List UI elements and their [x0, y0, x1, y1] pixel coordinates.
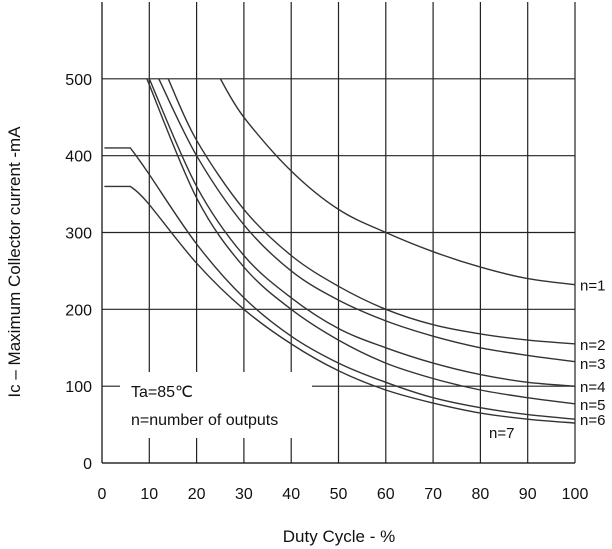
x-tick-label: 20: [188, 486, 206, 503]
x-tick-label: 0: [98, 486, 107, 503]
grid: [101, 2, 576, 464]
series-line-6: [104, 147, 576, 420]
series-label: n=6: [580, 412, 605, 429]
y-tick-label: 500: [65, 72, 92, 89]
y-tick-label: 0: [83, 456, 92, 473]
annotation-temperature: Ta=85℃: [131, 384, 193, 401]
x-tick-label: 60: [377, 486, 395, 503]
series-label: n=2: [580, 337, 605, 354]
x-tick-label: 80: [472, 486, 490, 503]
x-tick-label: 100: [562, 486, 589, 503]
series-line-4: [148, 78, 576, 387]
x-tick-label: 50: [330, 486, 348, 503]
annotation-box: [120, 372, 312, 438]
series-label: n=3: [580, 356, 605, 373]
y-axis-label: Ic – Maximum Collector current -mA: [5, 126, 24, 398]
x-tick-label: 90: [519, 486, 537, 503]
tick-labels: 0 10 20 30 40 50 60 70 80 90 100 0 100 200 300 400 500 n=…: [65, 72, 605, 503]
series-line-3: [158, 78, 576, 363]
x-axis-label: Duty Cycle - %: [283, 527, 395, 546]
x-tick-label: 70: [424, 486, 442, 503]
x-tick-label: 30: [235, 486, 253, 503]
series-label: n=5: [580, 397, 605, 414]
y-tick-label: 300: [65, 226, 92, 243]
x-tick-label: 40: [282, 486, 300, 503]
series-line-1: [219, 78, 576, 286]
annotation-outputs: n=number of outputs: [131, 412, 278, 429]
series-label: n=1: [580, 278, 605, 295]
curves: [104, 78, 576, 424]
series-line-2: [167, 78, 576, 345]
series-line-5: [146, 78, 576, 405]
series-label: n=4: [580, 379, 605, 396]
y-tick-label: 200: [65, 302, 92, 319]
x-tick-label: 10: [140, 486, 158, 503]
y-tick-label: 400: [65, 149, 92, 166]
y-tick-label: 100: [65, 379, 92, 396]
series-label: n=7: [489, 425, 514, 442]
series-line-7: [104, 185, 576, 424]
